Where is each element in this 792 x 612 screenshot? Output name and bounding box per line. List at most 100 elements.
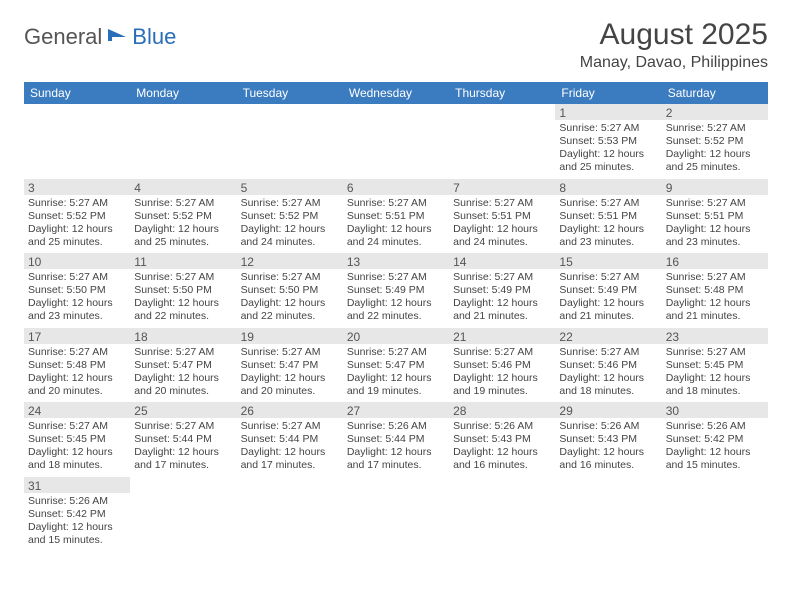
sunset-text: Sunset: 5:48 PM: [666, 284, 764, 297]
sunset-text: Sunset: 5:51 PM: [559, 210, 657, 223]
calendar-day-cell: [343, 477, 449, 552]
flag-icon: [106, 26, 130, 49]
day-number: 27: [343, 402, 449, 418]
sunset-text: Sunset: 5:47 PM: [347, 359, 445, 372]
daylight-text: Daylight: 12 hours and 18 minutes.: [666, 372, 764, 398]
daylight-text: Daylight: 12 hours and 25 minutes.: [28, 223, 126, 249]
daylight-text: Daylight: 12 hours and 22 minutes.: [134, 297, 232, 323]
weekday-header-row: Sunday Monday Tuesday Wednesday Thursday…: [24, 82, 768, 104]
calendar-day-cell: [130, 104, 236, 179]
day-number: [237, 477, 343, 493]
daylight-text: Daylight: 12 hours and 25 minutes.: [666, 148, 764, 174]
calendar-week-row: 24Sunrise: 5:27 AMSunset: 5:45 PMDayligh…: [24, 402, 768, 477]
daylight-text: Daylight: 12 hours and 18 minutes.: [28, 446, 126, 472]
weekday-header: Friday: [555, 82, 661, 104]
calendar-day-cell: 29Sunrise: 5:26 AMSunset: 5:43 PMDayligh…: [555, 402, 661, 477]
calendar-day-cell: [449, 477, 555, 552]
calendar-day-cell: [555, 477, 661, 552]
day-details: Sunrise: 5:27 AMSunset: 5:50 PMDaylight:…: [130, 269, 236, 328]
location: Manay, Davao, Philippines: [580, 54, 768, 72]
calendar-day-cell: 9Sunrise: 5:27 AMSunset: 5:51 PMDaylight…: [662, 179, 768, 254]
day-details: [237, 493, 343, 549]
day-number: 1: [555, 104, 661, 120]
day-details: Sunrise: 5:27 AMSunset: 5:51 PMDaylight:…: [662, 195, 768, 254]
calendar-week-row: 31Sunrise: 5:26 AMSunset: 5:42 PMDayligh…: [24, 477, 768, 552]
day-number: 5: [237, 179, 343, 195]
calendar-day-cell: [24, 104, 130, 179]
calendar-day-cell: 20 Sunrise: 5:27 AMSunset: 5:47 PMDayligh…: [343, 328, 449, 403]
weekday-header: Wednesday: [343, 82, 449, 104]
day-details: Sunrise: 5:26 AMSunset: 5:43 PMDaylight:…: [555, 418, 661, 477]
sunrise-text: Sunrise: 5:27 AM: [241, 420, 339, 433]
daylight-text: Daylight: 12 hours and 19 minutes.: [347, 372, 445, 398]
logo-text-blue: Blue: [132, 24, 176, 50]
calendar-day-cell: 17Sunrise: 5:27 AMSunset: 5:48 PMDayligh…: [24, 328, 130, 403]
day-number: [343, 477, 449, 493]
daylight-text: Daylight: 12 hours and 17 minutes.: [241, 446, 339, 472]
calendar-week-row: 10Sunrise: 5:27 AMSunset: 5:50 PMDayligh…: [24, 253, 768, 328]
calendar-day-cell: 5Sunrise: 5:27 AMSunset: 5:52 PMDaylight…: [237, 179, 343, 254]
day-number: [555, 477, 661, 493]
sunrise-text: Sunrise: 5:27 AM: [453, 197, 551, 210]
sunset-text: Sunset: 5:53 PM: [559, 135, 657, 148]
sunrise-text: Sunrise: 5:27 AM: [347, 346, 445, 359]
day-details: Sunrise: 5:27 AMSunset: 5:48 PMDaylight:…: [662, 269, 768, 328]
daylight-text: Daylight: 12 hours and 19 minutes.: [453, 372, 551, 398]
sunset-text: Sunset: 5:46 PM: [559, 359, 657, 372]
calendar-day-cell: 26Sunrise: 5:27 AMSunset: 5:44 PMDayligh…: [237, 402, 343, 477]
day-number: 17: [24, 328, 130, 344]
calendar-day-cell: 25Sunrise: 5:27 AMSunset: 5:44 PMDayligh…: [130, 402, 236, 477]
day-details: Sunrise: 5:26 AMSunset: 5:42 PMDaylight:…: [662, 418, 768, 477]
day-number: 24: [24, 402, 130, 418]
sunset-text: Sunset: 5:44 PM: [134, 433, 232, 446]
day-number: [662, 477, 768, 493]
calendar-day-cell: 28Sunrise: 5:26 AMSunset: 5:43 PMDayligh…: [449, 402, 555, 477]
calendar-day-cell: 18Sunrise: 5:27 AMSunset: 5:47 PMDayligh…: [130, 328, 236, 403]
day-details: Sunrise: 5:27 AMSunset: 5:46 PMDaylight:…: [555, 344, 661, 403]
day-details: Sunrise: 5:26 AMSunset: 5:43 PMDaylight:…: [449, 418, 555, 477]
sunset-text: Sunset: 5:45 PM: [666, 359, 764, 372]
daylight-text: Daylight: 12 hours and 25 minutes.: [134, 223, 232, 249]
calendar-day-cell: [449, 104, 555, 179]
day-details: [237, 120, 343, 176]
day-details: Sunrise: 5:26 AMSunset: 5:44 PMDaylight:…: [343, 418, 449, 477]
calendar-day-cell: [130, 477, 236, 552]
day-details: Sunrise: 5:27 AMSunset: 5:44 PMDaylight:…: [130, 418, 236, 477]
sunrise-text: Sunrise: 5:27 AM: [28, 346, 126, 359]
day-details: Sunrise: 5:26 AMSunset: 5:42 PMDaylight:…: [24, 493, 130, 552]
calendar-day-cell: 21Sunrise: 5:27 AMSunset: 5:46 PMDayligh…: [449, 328, 555, 403]
sunrise-text: Sunrise: 5:27 AM: [559, 197, 657, 210]
calendar-week-row: 17Sunrise: 5:27 AMSunset: 5:48 PMDayligh…: [24, 328, 768, 403]
day-details: [343, 120, 449, 176]
sunrise-text: Sunrise: 5:27 AM: [453, 271, 551, 284]
sunrise-text: Sunrise: 5:27 AM: [241, 197, 339, 210]
day-details: Sunrise: 5:27 AMSunset: 5:49 PMDaylight:…: [449, 269, 555, 328]
daylight-text: Daylight: 12 hours and 16 minutes.: [559, 446, 657, 472]
sunrise-text: Sunrise: 5:26 AM: [28, 495, 126, 508]
calendar-day-cell: 16Sunrise: 5:27 AMSunset: 5:48 PMDayligh…: [662, 253, 768, 328]
weekday-header: Tuesday: [237, 82, 343, 104]
sunrise-text: Sunrise: 5:26 AM: [666, 420, 764, 433]
sunset-text: Sunset: 5:50 PM: [241, 284, 339, 297]
calendar-day-cell: 23Sunrise: 5:27 AMSunset: 5:45 PMDayligh…: [662, 328, 768, 403]
weekday-header: Sunday: [24, 82, 130, 104]
day-number: 28: [449, 402, 555, 418]
day-number: 15: [555, 253, 661, 269]
page: General Blue August 2025 Manay, Davao, P…: [0, 0, 792, 569]
day-number: 13: [343, 253, 449, 269]
day-details: [662, 493, 768, 549]
day-number: 11: [130, 253, 236, 269]
sunset-text: Sunset: 5:47 PM: [241, 359, 339, 372]
sunset-text: Sunset: 5:49 PM: [347, 284, 445, 297]
day-number: 8: [555, 179, 661, 195]
sunset-text: Sunset: 5:44 PM: [241, 433, 339, 446]
daylight-text: Daylight: 12 hours and 25 minutes.: [559, 148, 657, 174]
sunset-text: Sunset: 5:51 PM: [453, 210, 551, 223]
sunset-text: Sunset: 5:42 PM: [666, 433, 764, 446]
sunrise-text: Sunrise: 5:26 AM: [347, 420, 445, 433]
day-number: 20: [343, 328, 449, 344]
daylight-text: Daylight: 12 hours and 17 minutes.: [134, 446, 232, 472]
calendar-day-cell: 27Sunrise: 5:26 AMSunset: 5:44 PMDayligh…: [343, 402, 449, 477]
sunset-text: Sunset: 5:52 PM: [28, 210, 126, 223]
sunset-text: Sunset: 5:42 PM: [28, 508, 126, 521]
